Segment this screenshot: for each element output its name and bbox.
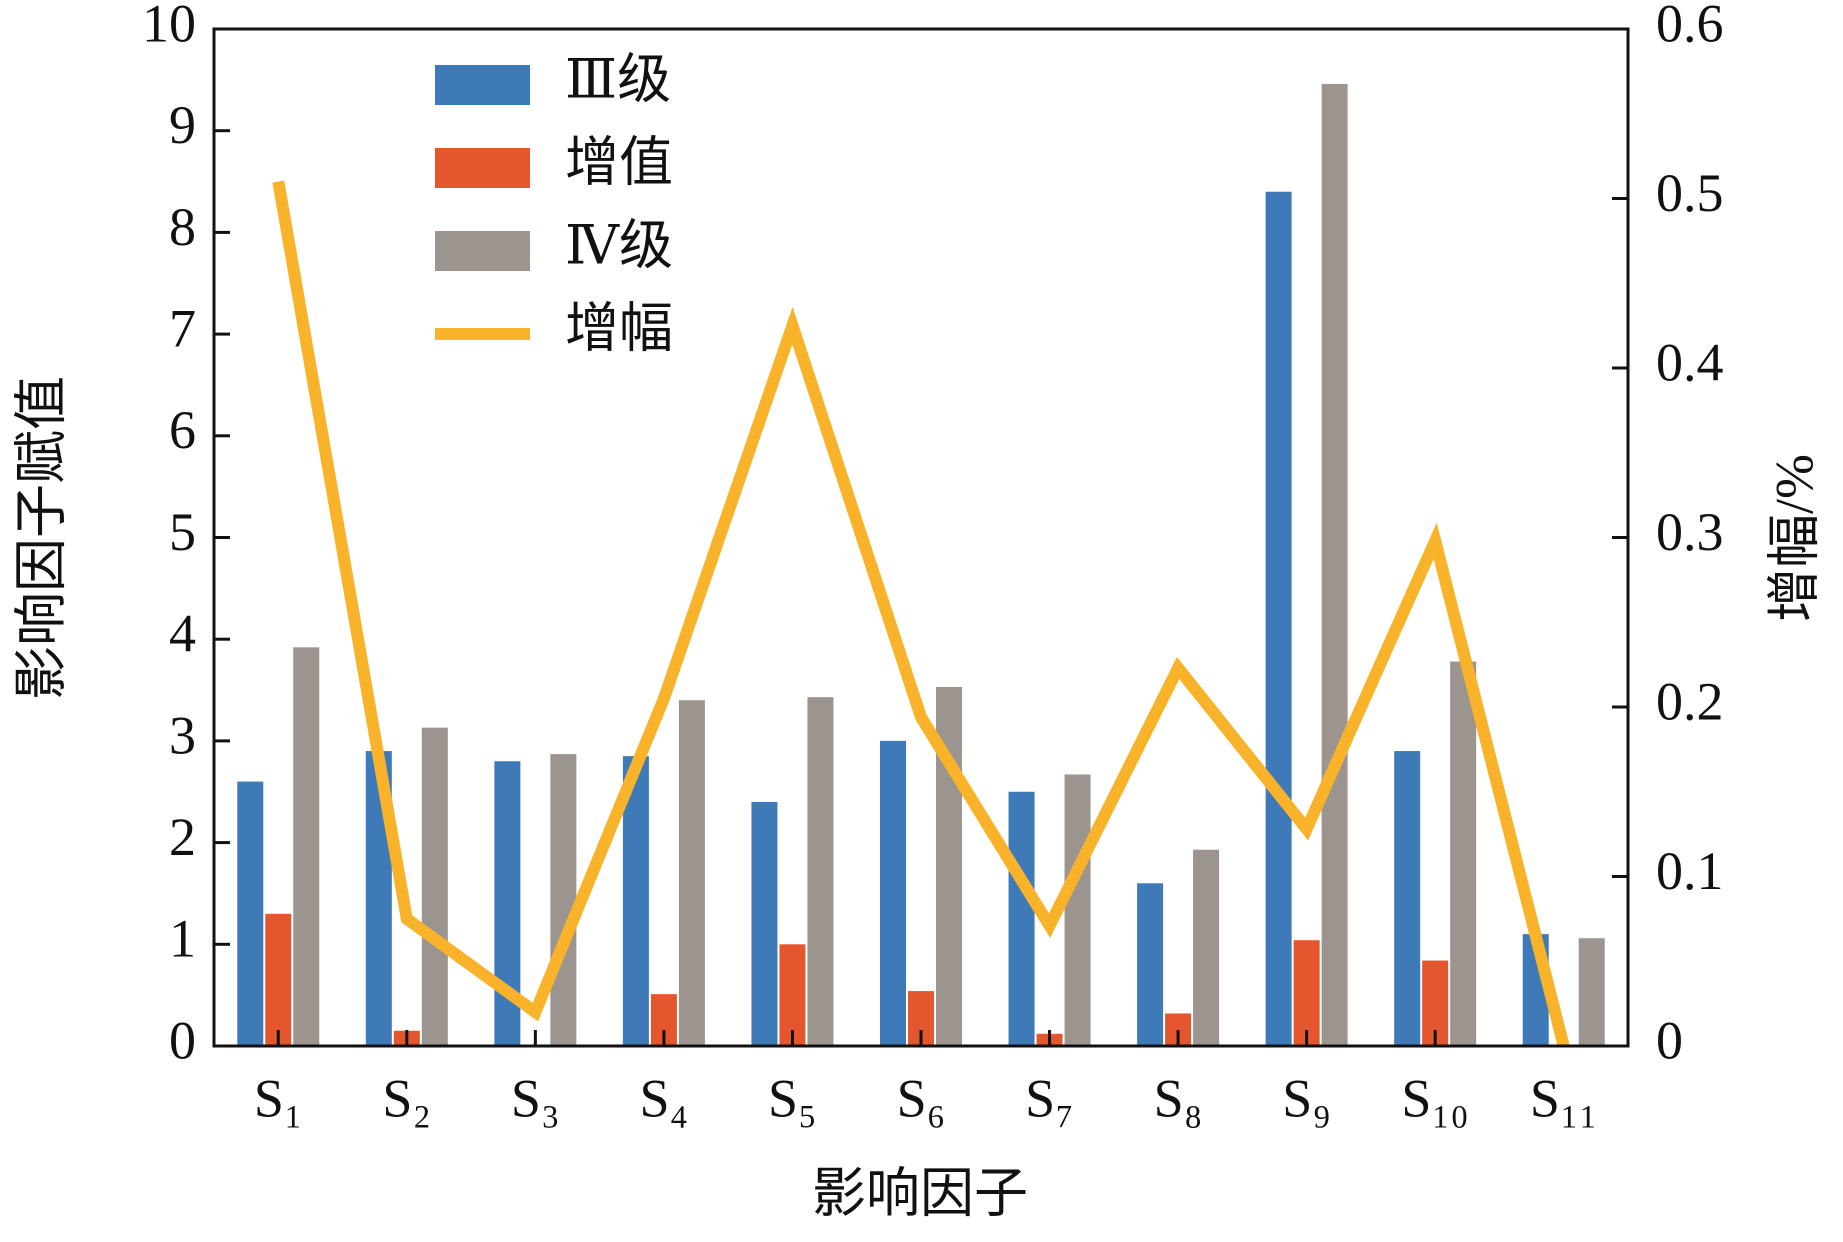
y2-tick-label: 0.3 <box>1656 502 1724 562</box>
legend-swatch <box>435 231 530 271</box>
y2-tick-label: 0.5 <box>1656 163 1724 223</box>
bar <box>1193 849 1220 1046</box>
bar <box>1578 938 1605 1046</box>
legend-swatch <box>435 148 530 188</box>
bar <box>678 700 705 1046</box>
y2-tick-label: 0.1 <box>1656 841 1724 901</box>
bar <box>1008 791 1035 1046</box>
x-tick-label: S₃ <box>511 1068 560 1128</box>
y-tick-label: 5 <box>169 502 196 562</box>
y-tick-label: 6 <box>169 400 196 460</box>
bar <box>1293 940 1320 1046</box>
bar <box>807 697 834 1046</box>
y2-axis-label: 增幅/% <box>1764 454 1824 622</box>
y-tick-label: 0 <box>169 1010 196 1070</box>
y-tick-label: 8 <box>169 197 196 257</box>
bar <box>1265 191 1292 1047</box>
legend-label: Ⅲ级 <box>565 49 671 109</box>
x-tick-label: S₁ <box>254 1068 303 1128</box>
bar <box>1394 751 1421 1046</box>
y-tick-label: 3 <box>169 705 196 765</box>
x-tick-label: S₅ <box>768 1068 817 1128</box>
x-tick-label: S₂ <box>382 1068 431 1128</box>
bar <box>1064 774 1091 1046</box>
y-tick-label: 9 <box>169 95 196 155</box>
bar <box>1450 661 1477 1046</box>
y-tick-label: 2 <box>169 807 196 867</box>
bar <box>237 781 264 1046</box>
x-tick-label: S₁₁ <box>1530 1068 1598 1128</box>
y-tick-label: 10 <box>142 0 196 53</box>
y2-tick-label: 0.6 <box>1656 0 1724 53</box>
y-tick-label: 4 <box>169 604 196 664</box>
bar <box>550 754 577 1046</box>
x-tick-label: S₁₀ <box>1401 1068 1469 1128</box>
bar <box>751 801 778 1046</box>
x-tick-label: S₉ <box>1282 1068 1331 1128</box>
x-axis-label: 影响因子 <box>812 1163 1028 1223</box>
x-tick-label: S₆ <box>897 1068 946 1128</box>
bar <box>880 740 906 1046</box>
x-tick-label: S₇ <box>1025 1068 1074 1128</box>
legend-label: 增值 <box>565 132 673 192</box>
bar <box>1137 883 1164 1046</box>
y2-tick-label: 0.4 <box>1656 332 1724 392</box>
legend-swatch <box>435 65 530 105</box>
bar <box>293 647 320 1046</box>
y-tick-label: 7 <box>169 298 196 358</box>
x-tick-label: S₈ <box>1154 1068 1203 1128</box>
x-tick-label: S₄ <box>639 1068 688 1128</box>
y-axis-label: 影响因子赋值 <box>11 376 71 700</box>
plot-frame <box>212 27 1630 1048</box>
line <box>272 180 1570 1048</box>
bar <box>622 756 649 1046</box>
bar <box>779 944 806 1046</box>
legend-label: 增幅 <box>565 298 673 358</box>
y2-tick-label: 0.2 <box>1656 671 1724 731</box>
legend-label: Ⅳ级 <box>565 215 673 275</box>
y2-tick-label: 0 <box>1656 1010 1683 1070</box>
y-tick-label: 1 <box>169 909 196 969</box>
bar <box>265 913 292 1046</box>
bar <box>421 727 448 1046</box>
bar <box>1321 83 1348 1047</box>
